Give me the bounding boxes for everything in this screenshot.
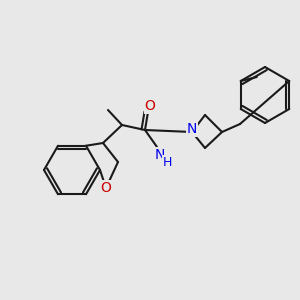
Text: O: O bbox=[145, 99, 155, 113]
Text: H: H bbox=[162, 155, 172, 169]
Text: N: N bbox=[187, 122, 197, 136]
Text: N: N bbox=[155, 148, 165, 162]
Text: O: O bbox=[100, 181, 111, 195]
